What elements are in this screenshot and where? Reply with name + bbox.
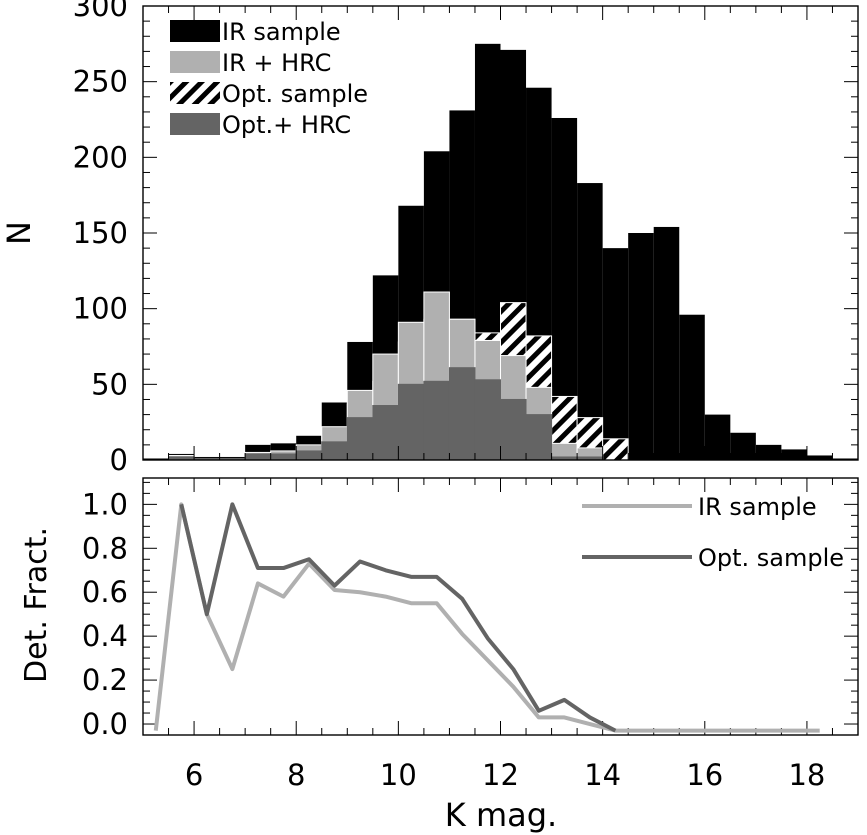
top-y-tick-label: 0 <box>110 443 128 477</box>
histogram-bar <box>372 405 399 461</box>
top-y-tick-label: 300 <box>73 0 128 23</box>
bottom-x-tick-label: 16 <box>686 758 723 792</box>
bottom-y-tick-label: 0.6 <box>82 575 128 609</box>
bottom-x-tick-label: 10 <box>380 758 417 792</box>
top-y-axis-label: N <box>0 221 38 245</box>
histogram-bar <box>397 383 425 461</box>
histogram-bar <box>270 453 297 461</box>
legend-label: Opt. sample <box>698 544 844 572</box>
histogram-bar <box>244 453 272 461</box>
legend-swatch <box>170 113 220 135</box>
histogram-bar <box>755 444 782 460</box>
histogram-bar <box>448 367 476 461</box>
bottom-x-tick-label: 14 <box>584 758 621 792</box>
bottom-y-tick-label: 0.8 <box>82 531 128 565</box>
histogram-bar <box>602 438 629 461</box>
histogram-bar <box>321 441 348 461</box>
bottom-y-tick-label: 1.0 <box>82 487 128 521</box>
histogram-panel: 0 50 100 150 200 250 300 N IR sample IR + HRC Opt.… <box>0 0 859 477</box>
legend-label: Opt.+ HRC <box>222 111 351 139</box>
legend-swatch <box>170 51 220 73</box>
histogram-bar <box>346 417 374 461</box>
legend-label: IR sample <box>698 493 817 521</box>
histogram-bar <box>525 414 553 461</box>
bottom-x-tick-label: 6 <box>185 758 203 792</box>
histogram-bar <box>577 183 603 460</box>
bottom-x-tick-label: 18 <box>788 758 825 792</box>
histogram-bar <box>730 432 756 460</box>
histogram-bar <box>602 248 629 460</box>
top-y-tick-label: 50 <box>91 367 128 401</box>
histogram-bar <box>474 379 502 461</box>
top-y-tick-label: 250 <box>73 65 128 99</box>
bottom-y-axis-label: Det. Fract. <box>19 527 54 683</box>
histogram-bar <box>781 449 807 460</box>
histogram-bar <box>143 458 169 460</box>
legend-label: Opt. sample <box>222 80 368 108</box>
histogram-bar <box>704 414 731 460</box>
top-y-tick-label: 150 <box>73 216 128 250</box>
legend-swatch <box>170 82 220 104</box>
histogram-bar <box>423 380 450 461</box>
bottom-y-tick-label: 0.2 <box>82 663 128 697</box>
histogram-bar <box>295 450 323 461</box>
histogram-bar <box>832 458 858 460</box>
x-axis-label: K mag. <box>445 796 557 834</box>
detection-fraction-panel: 0.0 0.2 0.4 0.6 0.8 1.0 6 8 10 12 14 16 18 IR sample O… <box>19 477 859 834</box>
histogram-bar <box>806 455 833 460</box>
legend-label: IR sample <box>222 18 341 46</box>
legend-swatch <box>170 20 220 42</box>
detection-line-ir <box>153 502 820 733</box>
bottom-y-tick-label: 0.0 <box>82 707 128 741</box>
top-y-tick-label: 100 <box>73 292 128 326</box>
bottom-y-tick-label: 0.4 <box>82 619 128 653</box>
histogram-bar <box>628 233 654 460</box>
detection-line-opt <box>179 502 617 733</box>
legend-label: IR + HRC <box>222 49 331 77</box>
bottom-x-tick-label: 8 <box>287 758 305 792</box>
histogram-bar <box>679 314 705 460</box>
top-y-tick-label: 200 <box>73 140 128 174</box>
histogram-bar <box>500 398 527 461</box>
bottom-x-tick-label: 12 <box>482 758 519 792</box>
histogram-bar <box>653 226 680 460</box>
